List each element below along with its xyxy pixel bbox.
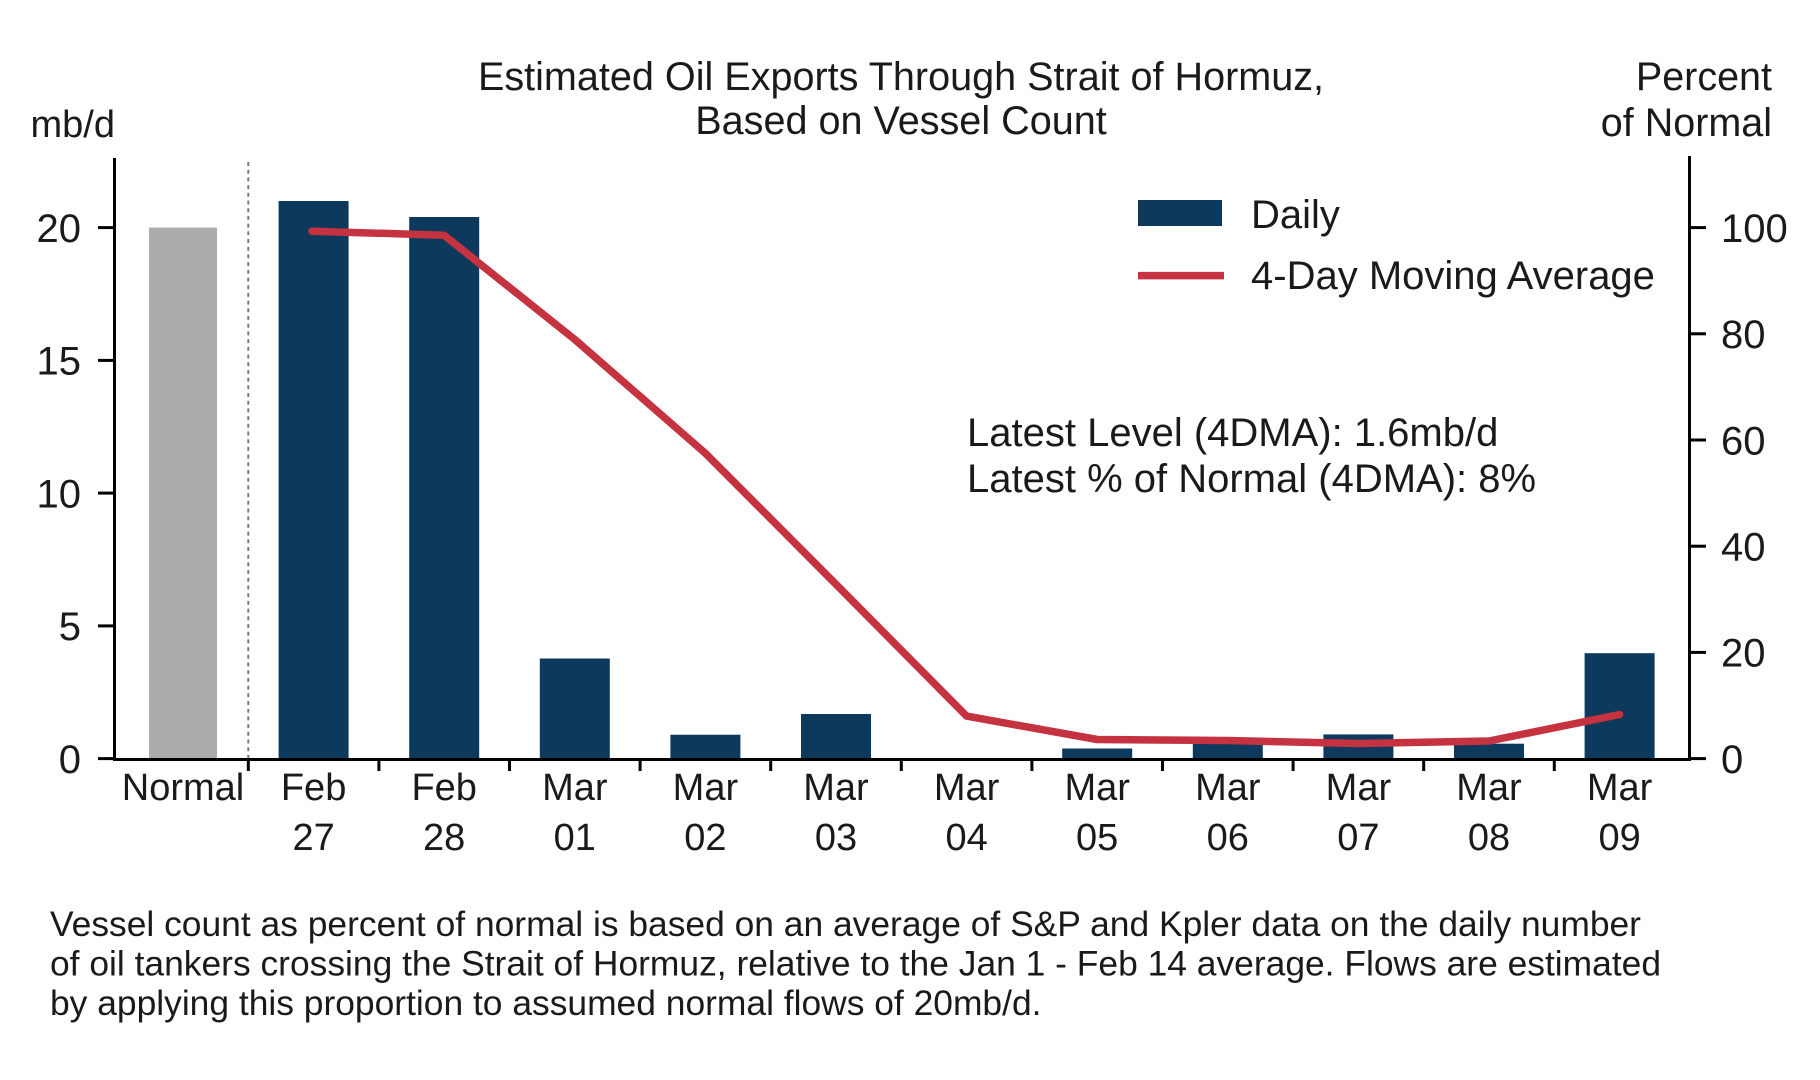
svg-text:Mar: Mar [1326,767,1392,809]
svg-text:0: 0 [59,738,81,782]
svg-text:09: 09 [1598,817,1640,859]
svg-text:Feb: Feb [411,767,476,809]
svg-text:04: 04 [945,817,987,859]
svg-text:08: 08 [1468,817,1510,859]
svg-text:4-Day Moving Average: 4-Day Moving Average [1251,254,1655,298]
svg-text:Mar: Mar [934,767,1000,809]
svg-text:27: 27 [292,817,334,859]
svg-text:Mar: Mar [1195,767,1261,809]
svg-text:Latest Level (4DMA): 1.6mb/d: Latest Level (4DMA): 1.6mb/d [967,411,1498,455]
svg-text:Latest % of Normal (4DMA): 8%: Latest % of Normal (4DMA): 8% [967,457,1536,501]
svg-text:60: 60 [1721,419,1766,463]
svg-text:01: 01 [554,817,596,859]
svg-text:Percent: Percent [1636,55,1772,99]
svg-text:Daily: Daily [1251,193,1340,237]
svg-text:Normal: Normal [122,767,244,809]
svg-text:28: 28 [423,817,465,859]
svg-text:Mar: Mar [673,767,739,809]
svg-text:100: 100 [1721,207,1788,251]
svg-text:Mar: Mar [803,767,869,809]
svg-text:20: 20 [37,207,82,251]
svg-text:Mar: Mar [1456,767,1522,809]
svg-text:15: 15 [37,340,82,384]
svg-text:Vessel count as percent of nor: Vessel count as percent of normal is bas… [50,904,1641,944]
svg-text:03: 03 [815,817,857,859]
svg-text:Mar: Mar [1064,767,1130,809]
svg-text:Estimated Oil Exports Through: Estimated Oil Exports Through Strait of … [478,55,1324,99]
svg-text:Based on Vessel Count: Based on Vessel Count [695,99,1106,143]
svg-text:Mar: Mar [1587,767,1653,809]
svg-text:10: 10 [37,472,82,516]
svg-text:0: 0 [1721,738,1743,782]
svg-text:of oil tankers crossing the St: of oil tankers crossing the Strait of Ho… [50,944,1661,984]
svg-text:05: 05 [1076,817,1118,859]
svg-text:5: 5 [59,605,81,649]
svg-text:20: 20 [1721,632,1766,676]
svg-text:by applying this proportion to: by applying this proportion to assumed n… [50,983,1041,1023]
svg-text:07: 07 [1337,817,1379,859]
svg-text:02: 02 [684,817,726,859]
svg-text:06: 06 [1207,817,1249,859]
svg-text:Feb: Feb [281,767,346,809]
svg-text:Mar: Mar [542,767,608,809]
svg-text:of Normal: of Normal [1601,101,1772,145]
svg-text:40: 40 [1721,526,1766,570]
svg-text:80: 80 [1721,313,1766,357]
svg-text:mb/d: mb/d [31,104,115,146]
